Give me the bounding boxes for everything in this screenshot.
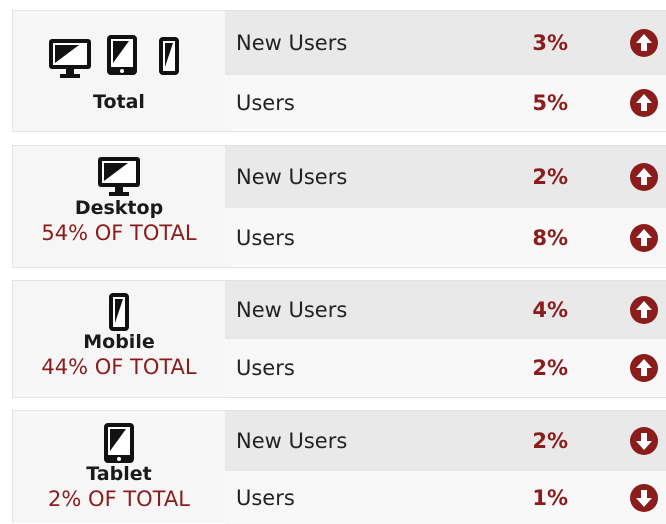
metric-change: 5%: [532, 91, 568, 115]
group-share: 54% OF TOTAL: [41, 221, 197, 245]
group-mobile: Mobile 44% OF TOTAL New Users 4% Users 2…: [12, 280, 666, 398]
desktop-icon: [98, 157, 140, 196]
tablet-icon: [104, 423, 134, 463]
row: Users 2%: [225, 339, 666, 397]
mobile-icon: [109, 293, 129, 331]
row: New Users 2%: [225, 411, 666, 471]
metric-label: New Users: [236, 298, 348, 322]
group-desktop: Desktop 54% OF TOTAL New Users 2% Users …: [12, 145, 666, 268]
metric-label: New Users: [236, 429, 348, 453]
group-share: 2% OF TOTAL: [48, 487, 190, 511]
group-name: Total: [93, 91, 145, 113]
arrow-down: [630, 483, 658, 512]
metric-change: 2%: [532, 165, 568, 189]
arrow-up: [630, 89, 658, 117]
row: New Users 4%: [225, 281, 666, 339]
row: New Users 2%: [225, 146, 666, 208]
metric-label: Users: [236, 225, 295, 250]
metric-label: Users: [236, 356, 295, 380]
metric-label: New Users: [236, 165, 348, 189]
metric-change: 2%: [532, 356, 568, 380]
metric-change: 2%: [532, 429, 568, 453]
row: Users 5%: [225, 75, 666, 131]
metric-change: 3%: [532, 31, 568, 55]
group-share: 44% OF TOTAL: [41, 355, 197, 379]
arrow-up: [630, 296, 658, 324]
group-name: Desktop: [74, 197, 164, 219]
group-name: Mobile: [83, 331, 155, 353]
group-header: Total: [13, 11, 225, 131]
row: Users 1%: [225, 471, 666, 524]
arrow-up: [630, 163, 658, 191]
group-header: Desktop 54% OF TOTAL: [13, 146, 225, 267]
metric-change: 8%: [532, 225, 568, 250]
group-header: Tablet 2% OF TOTAL: [13, 411, 225, 523]
arrow-up: [630, 354, 658, 382]
group-name: Tablet: [86, 463, 152, 485]
row: Users 8%: [225, 208, 666, 267]
arrow-down: [630, 427, 658, 455]
metric-label: New Users: [236, 31, 348, 55]
metric-change: 1%: [532, 485, 568, 510]
group-total: Total New Users 3% Users 5%: [12, 10, 666, 132]
metric-label: Users: [236, 485, 295, 510]
group-tablet: Tablet 2% OF TOTAL New Users 2% Users 1%: [12, 410, 666, 524]
group-header: Mobile 44% OF TOTAL: [13, 281, 225, 397]
metric-change: 4%: [532, 298, 568, 322]
row: New Users 3%: [225, 11, 666, 75]
arrow-up: [630, 29, 658, 57]
arrow-up: [630, 223, 658, 252]
device-icons: [49, 35, 179, 78]
metric-label: Users: [236, 91, 295, 115]
